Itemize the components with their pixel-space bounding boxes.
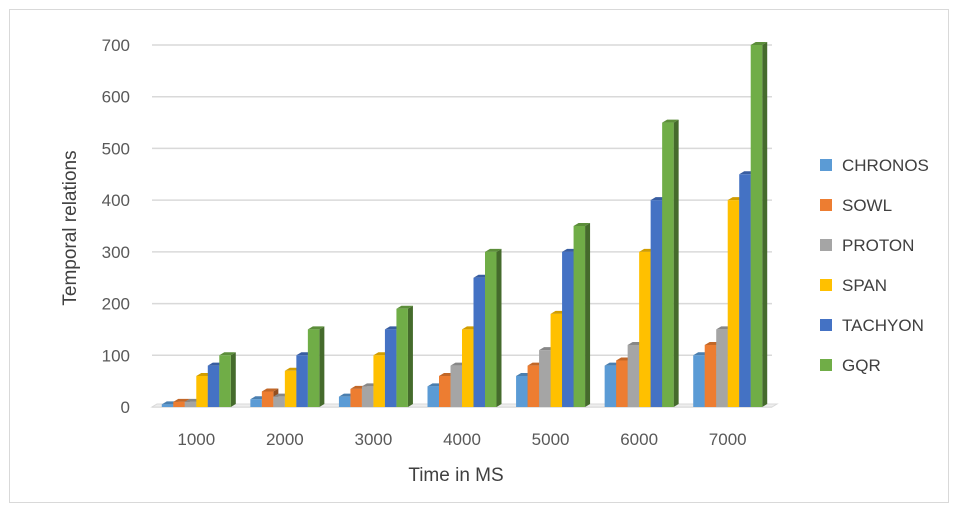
bars <box>161 42 768 408</box>
y-tick-label: 0 <box>121 398 130 417</box>
legend-label: PROTON <box>842 236 914 255</box>
bar-gqr-4000 <box>485 248 502 407</box>
legend-label: SOWL <box>842 196 892 215</box>
legend-swatch <box>820 199 832 211</box>
y-axis-title: Temporal relations <box>60 150 81 305</box>
chart-frame <box>9 9 949 503</box>
legend-label: GQR <box>842 356 881 375</box>
x-tick-label: 1000 <box>177 430 215 449</box>
bar-gqr-1000 <box>219 352 236 407</box>
bar-gqr-2000 <box>307 326 325 407</box>
y-tick-label: 600 <box>102 88 130 107</box>
legend-item-sowl: SOWL <box>820 196 892 215</box>
legend-label: TACHYON <box>842 316 924 335</box>
legend-swatch <box>820 159 832 171</box>
legend-item-span: SPAN <box>820 276 887 295</box>
legend-item-tachyon: TACHYON <box>820 316 924 335</box>
x-axis-title: Time in MS <box>408 465 503 486</box>
y-tick-label: 700 <box>102 36 130 55</box>
legend-item-chronos: CHRONOS <box>820 156 929 175</box>
bar-gqr-7000 <box>750 42 768 407</box>
x-axis-ticks: 1000 2000 3000 4000 5000 6000 7000 <box>177 430 746 449</box>
y-tick-label: 300 <box>102 243 130 262</box>
legend-swatch <box>820 319 832 331</box>
x-tick-label: 7000 <box>709 430 747 449</box>
y-axis-ticks: 0 100 200 300 400 500 600 700 <box>102 36 130 417</box>
x-tick-label: 6000 <box>620 430 658 449</box>
legend-label: CHRONOS <box>842 156 929 175</box>
legend-swatch <box>820 239 832 251</box>
bar-gqr-5000 <box>573 223 591 407</box>
x-tick-label: 3000 <box>355 430 393 449</box>
legend-label: SPAN <box>842 276 887 295</box>
legend-swatch <box>820 359 832 371</box>
legend-item-gqr: GQR <box>820 356 881 375</box>
x-tick-label: 4000 <box>443 430 481 449</box>
x-tick-label: 5000 <box>532 430 570 449</box>
y-tick-label: 200 <box>102 295 130 314</box>
y-tick-label: 100 <box>102 346 130 365</box>
x-tick-label: 2000 <box>266 430 304 449</box>
legend: CHRONOS SOWL PROTON SPAN TACHYON GQR <box>820 156 929 375</box>
y-tick-label: 500 <box>102 139 130 158</box>
bar-gqr-6000 <box>662 119 679 408</box>
legend-swatch <box>820 279 832 291</box>
bar-gqr-3000 <box>396 305 413 407</box>
legend-item-proton: PROTON <box>820 236 914 255</box>
y-tick-label: 400 <box>102 191 130 210</box>
